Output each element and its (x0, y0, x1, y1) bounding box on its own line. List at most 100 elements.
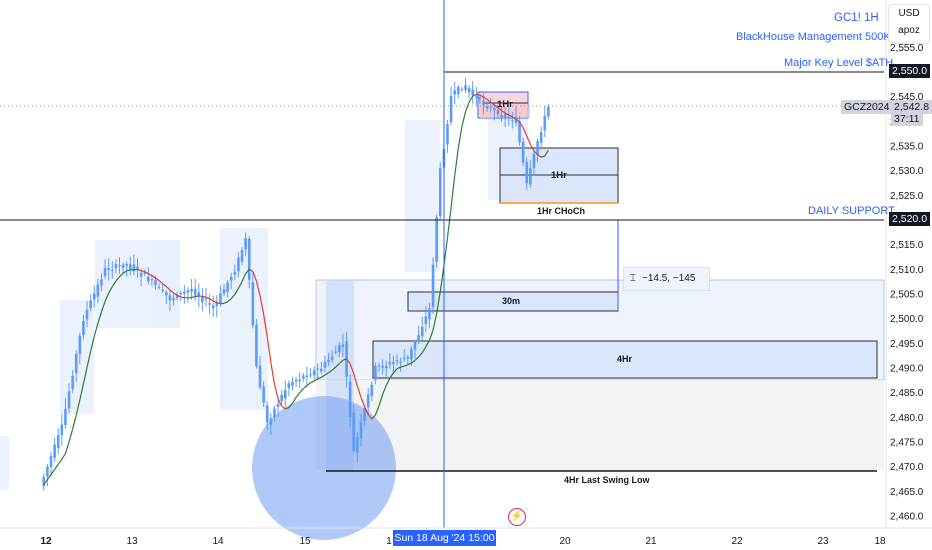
ma-segment (140, 270, 145, 273)
candle-body (377, 365, 381, 367)
ma-segment (432, 313, 438, 331)
candle-body (539, 132, 543, 144)
ma-segment (371, 414, 376, 420)
ma-segment (212, 300, 218, 304)
ma-segment (285, 406, 290, 410)
candle-body (129, 264, 132, 270)
account-label: BlackHouse Management 500K (736, 31, 891, 43)
candle-body (165, 292, 168, 296)
support-level-badge: 2,520.0 (889, 212, 931, 226)
candle-body (53, 444, 56, 458)
zone-4hr-label: 4Hr (617, 354, 633, 364)
candle-body (269, 418, 273, 425)
candle-body (92, 293, 96, 300)
currency-label: USD (898, 8, 920, 19)
candle-body (139, 272, 143, 277)
zone-choch-label: 1Hr CHoCh (537, 206, 586, 216)
ma-segment (165, 286, 171, 291)
ma-segment (411, 359, 416, 364)
ma-segment (144, 271, 149, 275)
ma-segment (169, 289, 174, 294)
candle-body (121, 264, 125, 268)
candle-body (370, 384, 374, 397)
candle-body (154, 279, 157, 285)
ma-segment (504, 112, 510, 116)
ma-segment (526, 135, 531, 145)
ma-segment (479, 94, 484, 98)
candle-body (384, 365, 388, 369)
candle-body (60, 424, 64, 436)
candle-body (251, 282, 255, 326)
measure-tooltip[interactable]: ⌶ −14.5, −145 (623, 267, 710, 291)
candle-body (136, 266, 139, 270)
candle-body (402, 357, 406, 359)
ma-segment (176, 294, 181, 298)
ma-segment (295, 392, 301, 398)
candle-body (363, 408, 366, 421)
candle-body (201, 295, 204, 302)
price-tick-label: 2,495.0 (890, 339, 924, 350)
ma-segment (158, 280, 164, 285)
candle-body (464, 85, 467, 90)
candle-body (334, 351, 338, 353)
candle-body (161, 289, 165, 291)
candle-body (449, 96, 453, 123)
price-tick-label: 2,470.0 (890, 462, 924, 473)
time-tick-label: 22 (731, 536, 743, 547)
candle-body (323, 361, 327, 368)
ma-segment (68, 429, 74, 443)
candle-body (428, 308, 431, 320)
candle-body (291, 381, 294, 386)
ma-segment (86, 351, 92, 368)
ma-segment (108, 286, 113, 294)
candle-body (197, 292, 201, 297)
ma-segment (414, 356, 420, 361)
ma-segment (335, 363, 340, 368)
ma-segment (306, 382, 311, 387)
candle-body (175, 294, 179, 298)
ma-segment (392, 368, 398, 374)
symbol-interval-label: GC1! 1H (834, 12, 879, 24)
candle-body (42, 476, 46, 487)
zone-4hr (372, 340, 878, 379)
candle-body (518, 121, 521, 143)
ma-segment (90, 336, 95, 352)
ma-segment (241, 273, 247, 282)
price-tick-label: 2,480.0 (890, 413, 924, 424)
ma-segment (512, 116, 517, 120)
candle-body (190, 289, 193, 292)
candle-body (514, 116, 518, 124)
candle-body (320, 368, 323, 372)
ma-segment (302, 385, 308, 390)
ma-segment (533, 150, 539, 156)
ma-segment (446, 207, 452, 238)
ma-segment (119, 272, 124, 278)
currency-selector[interactable]: USD apoz (888, 4, 930, 44)
candle-body (74, 353, 78, 374)
candle-body (424, 316, 428, 325)
candle-body (399, 361, 402, 364)
ma-segment (46, 474, 52, 480)
candle-body (507, 116, 511, 118)
ma-segment (151, 275, 156, 279)
ma-segment (180, 296, 185, 299)
lightning-icon[interactable]: ⚡ (508, 508, 526, 526)
candle-body (431, 264, 435, 307)
candle-body (381, 365, 384, 368)
ma-segment (216, 302, 221, 305)
ma-segment (486, 99, 492, 103)
price-tick-label: 2,535.0 (890, 142, 924, 153)
candle-body (467, 88, 471, 93)
candle-body (273, 408, 276, 418)
candle-body (359, 421, 363, 439)
candle-body (215, 301, 219, 307)
ma-segment (428, 329, 434, 341)
candle-body (240, 250, 244, 262)
candle-body (96, 284, 100, 297)
ma-segment (245, 268, 250, 275)
ma-segment (389, 372, 394, 379)
ma-segment (310, 380, 315, 384)
candle-body (417, 334, 420, 342)
